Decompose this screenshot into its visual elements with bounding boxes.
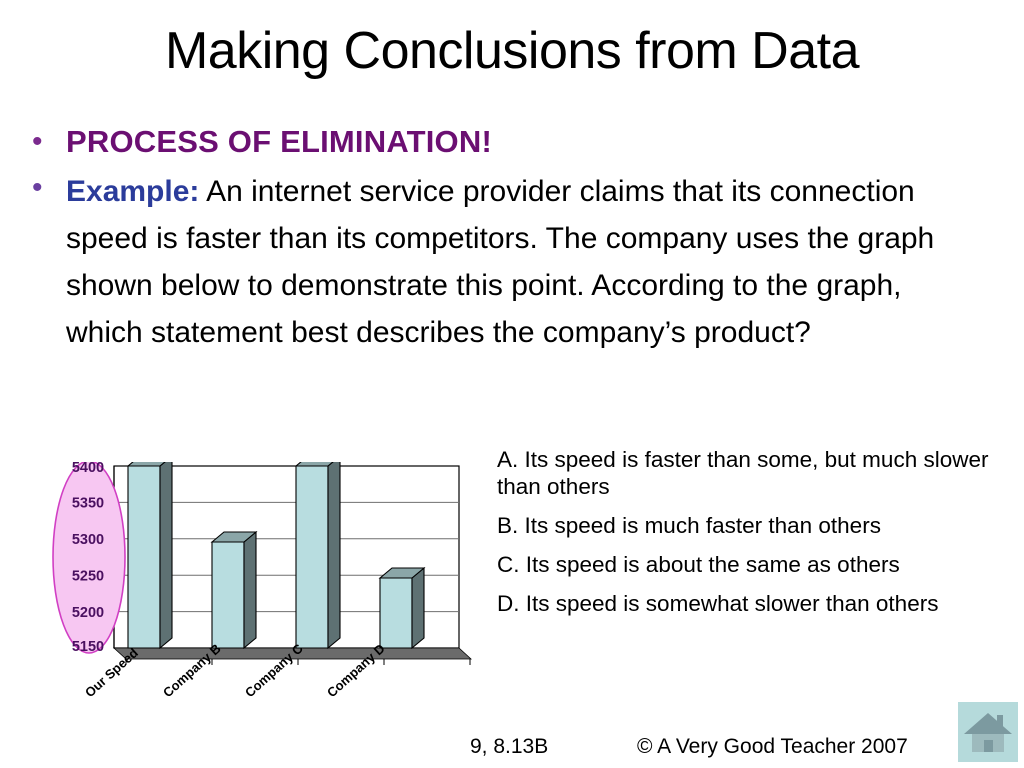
chart-floor	[112, 647, 472, 660]
y-tick-label: 5250	[72, 568, 104, 584]
y-tick-label: 5300	[72, 532, 104, 548]
bullet-marker-icon: •	[32, 125, 43, 158]
bullet-item-example: • Example: An internet service provider …	[26, 168, 986, 356]
answer-option-c[interactable]: C. Its speed is about the same as others	[497, 552, 900, 577]
bullet-item-heading: • PROCESS OF ELIMINATION!	[26, 122, 986, 162]
x-axis-ticks	[125, 659, 471, 665]
answer-option-b[interactable]: B. Its speed is much faster than others	[497, 513, 881, 538]
bullet-marker-icon: •	[32, 171, 43, 204]
bar-chart: 5400 5350 5300 5250 5200 5150 Our Speed …	[52, 462, 472, 702]
y-tick-label: 5200	[72, 605, 104, 621]
bar-company-c	[294, 462, 341, 650]
home-button[interactable]	[958, 702, 1018, 762]
answer-option-a[interactable]: A. Its speed is faster than some, but mu…	[497, 447, 989, 499]
example-paragraph: Example: An internet service provider cl…	[66, 168, 986, 356]
y-tick-label: 5400	[72, 462, 104, 476]
bar-our-speed	[126, 462, 173, 650]
process-of-elimination-heading: PROCESS OF ELIMINATION!	[66, 124, 492, 159]
page-title: Making Conclusions from Data	[164, 22, 860, 80]
y-axis-highlight-ellipse	[52, 462, 126, 654]
chart-canvas: 5400 5350 5300 5250 5200 5150 Our Speed …	[52, 462, 472, 700]
footer-copyright: © A Very Good Teacher 2007	[637, 735, 908, 758]
bar-company-b	[210, 530, 258, 650]
footer-code: 9, 8.13B	[470, 735, 549, 758]
slide-body: • PROCESS OF ELIMINATION! • Example: An …	[26, 122, 986, 362]
answer-options: A. Its speed is faster than some, but mu…	[497, 446, 1013, 629]
y-tick-label: 5150	[72, 639, 104, 655]
home-icon	[958, 702, 1018, 762]
answer-option-d[interactable]: D. Its speed is somewhat slower than oth…	[497, 591, 939, 616]
bar-company-d	[378, 566, 426, 650]
y-tick-labels: 5400 5350 5300 5250 5200 5150	[72, 462, 104, 655]
example-body-text: An internet service provider claims that…	[66, 175, 935, 349]
example-label: Example:	[66, 175, 200, 208]
y-tick-label: 5350	[72, 496, 104, 512]
